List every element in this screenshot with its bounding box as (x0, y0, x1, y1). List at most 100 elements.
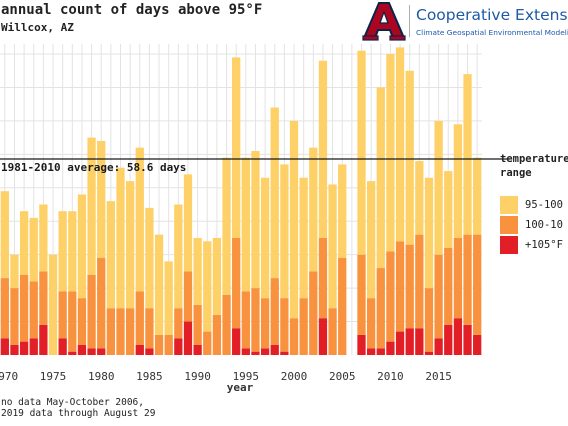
bar-segment (0, 338, 9, 355)
bar-segment (473, 157, 482, 235)
bar-segment (386, 54, 395, 252)
bar-segment (174, 204, 183, 309)
bar-segment (39, 204, 48, 272)
bar-segment (222, 157, 231, 295)
bar-segment (106, 308, 116, 355)
bar-segment (338, 258, 347, 355)
bar-segment (251, 151, 260, 289)
bar-segment (135, 291, 144, 345)
bar-segment (10, 254, 19, 289)
bar-segment (376, 348, 385, 355)
bar-segment (241, 348, 250, 355)
x-tick-label: 1975 (40, 370, 67, 383)
bar-segment (97, 258, 106, 349)
bar-segment (405, 244, 414, 329)
bar-segment (10, 288, 19, 345)
bar-segment (280, 351, 289, 355)
bar-segment (463, 74, 472, 235)
bar-segment (251, 351, 260, 355)
bar-segment (77, 344, 87, 355)
bar-segment (473, 234, 482, 335)
bar-segment (58, 338, 67, 355)
bar-segment (473, 334, 482, 355)
bar-segment (328, 308, 337, 355)
footnote-line1: no data May-October 2006, (1, 397, 144, 408)
legend-label: 95-100 (525, 199, 563, 211)
bar-segment (116, 167, 125, 309)
bar-segment (77, 298, 87, 345)
bar-segment (405, 328, 414, 355)
bar-segment (145, 348, 154, 355)
bar-segment (29, 281, 38, 339)
bar-segment (280, 298, 289, 352)
bar-segment (289, 120, 299, 319)
bar-segment (415, 234, 424, 329)
x-tick-label: 2010 (377, 370, 404, 383)
bar-segment (48, 254, 58, 355)
bar-segment (58, 291, 67, 339)
bar-segment (164, 261, 173, 335)
bar-segment (174, 308, 183, 339)
bar-segment (434, 254, 443, 339)
bar-segment (125, 308, 135, 355)
bar-segment (415, 328, 424, 355)
footnote: no data May-October 2006, 2019 data thro… (1, 397, 155, 419)
bar-segment (309, 271, 318, 355)
bar-segment (154, 334, 164, 355)
bar-segment (29, 217, 38, 282)
bar-segment (241, 157, 250, 292)
bar-segment (415, 161, 424, 235)
bar-segment (463, 324, 472, 355)
x-tick-label: 2000 (281, 370, 308, 383)
bar-segment (232, 328, 241, 355)
bar-segment (203, 241, 212, 332)
bar-segment (366, 348, 376, 355)
bar-segment (68, 291, 77, 352)
bar-segment (241, 291, 250, 349)
bar-segment (145, 308, 154, 349)
bar-segment (68, 351, 77, 355)
legend-swatch (500, 236, 518, 254)
bar-segment (434, 338, 443, 355)
logo-divider (409, 5, 410, 37)
x-tick-label: 1980 (88, 370, 115, 383)
extension-logo[interactable]: Cooperative Extens Climate Geospatial En… (362, 1, 568, 41)
bar-segment (270, 107, 279, 279)
bar-segment (29, 338, 38, 355)
legend-swatch (500, 216, 518, 234)
bar-segment (463, 234, 472, 325)
bar-segment (434, 120, 443, 255)
bar-segment (39, 324, 48, 355)
bar-segment (68, 211, 77, 292)
x-tick-label: 1995 (233, 370, 260, 383)
bar-segment (251, 288, 260, 352)
bar-segment (299, 298, 308, 355)
bar-segment (453, 318, 463, 355)
footnote-line2: 2019 data through August 29 (1, 408, 156, 419)
bar-segment (174, 338, 183, 355)
bar-segment (395, 331, 405, 355)
bar-segment (328, 184, 337, 309)
bar-segment (145, 207, 154, 309)
bar-segment (386, 341, 395, 355)
legend-item-105-plus: +105°F (500, 236, 563, 254)
bar-segment (87, 274, 96, 349)
legend-item-95-100: 95-100 (500, 196, 563, 214)
x-tick-label: 1985 (136, 370, 163, 383)
bar-segment (270, 278, 279, 345)
bar-segment (270, 344, 279, 355)
legend-title-line1: temperature (500, 153, 568, 165)
bar-segment (376, 268, 385, 349)
bar-segment (232, 57, 241, 238)
legend-label: +105°F (525, 239, 563, 251)
legend-title-line2: range (500, 167, 532, 179)
bar-segment (19, 211, 29, 275)
bar-segment (318, 318, 328, 355)
bar-segment (183, 321, 193, 355)
bar-segment (424, 351, 434, 355)
bar-segment (280, 164, 289, 299)
x-tick-label: 1990 (184, 370, 211, 383)
legend-swatch (500, 196, 518, 214)
bar-segment (106, 201, 116, 309)
